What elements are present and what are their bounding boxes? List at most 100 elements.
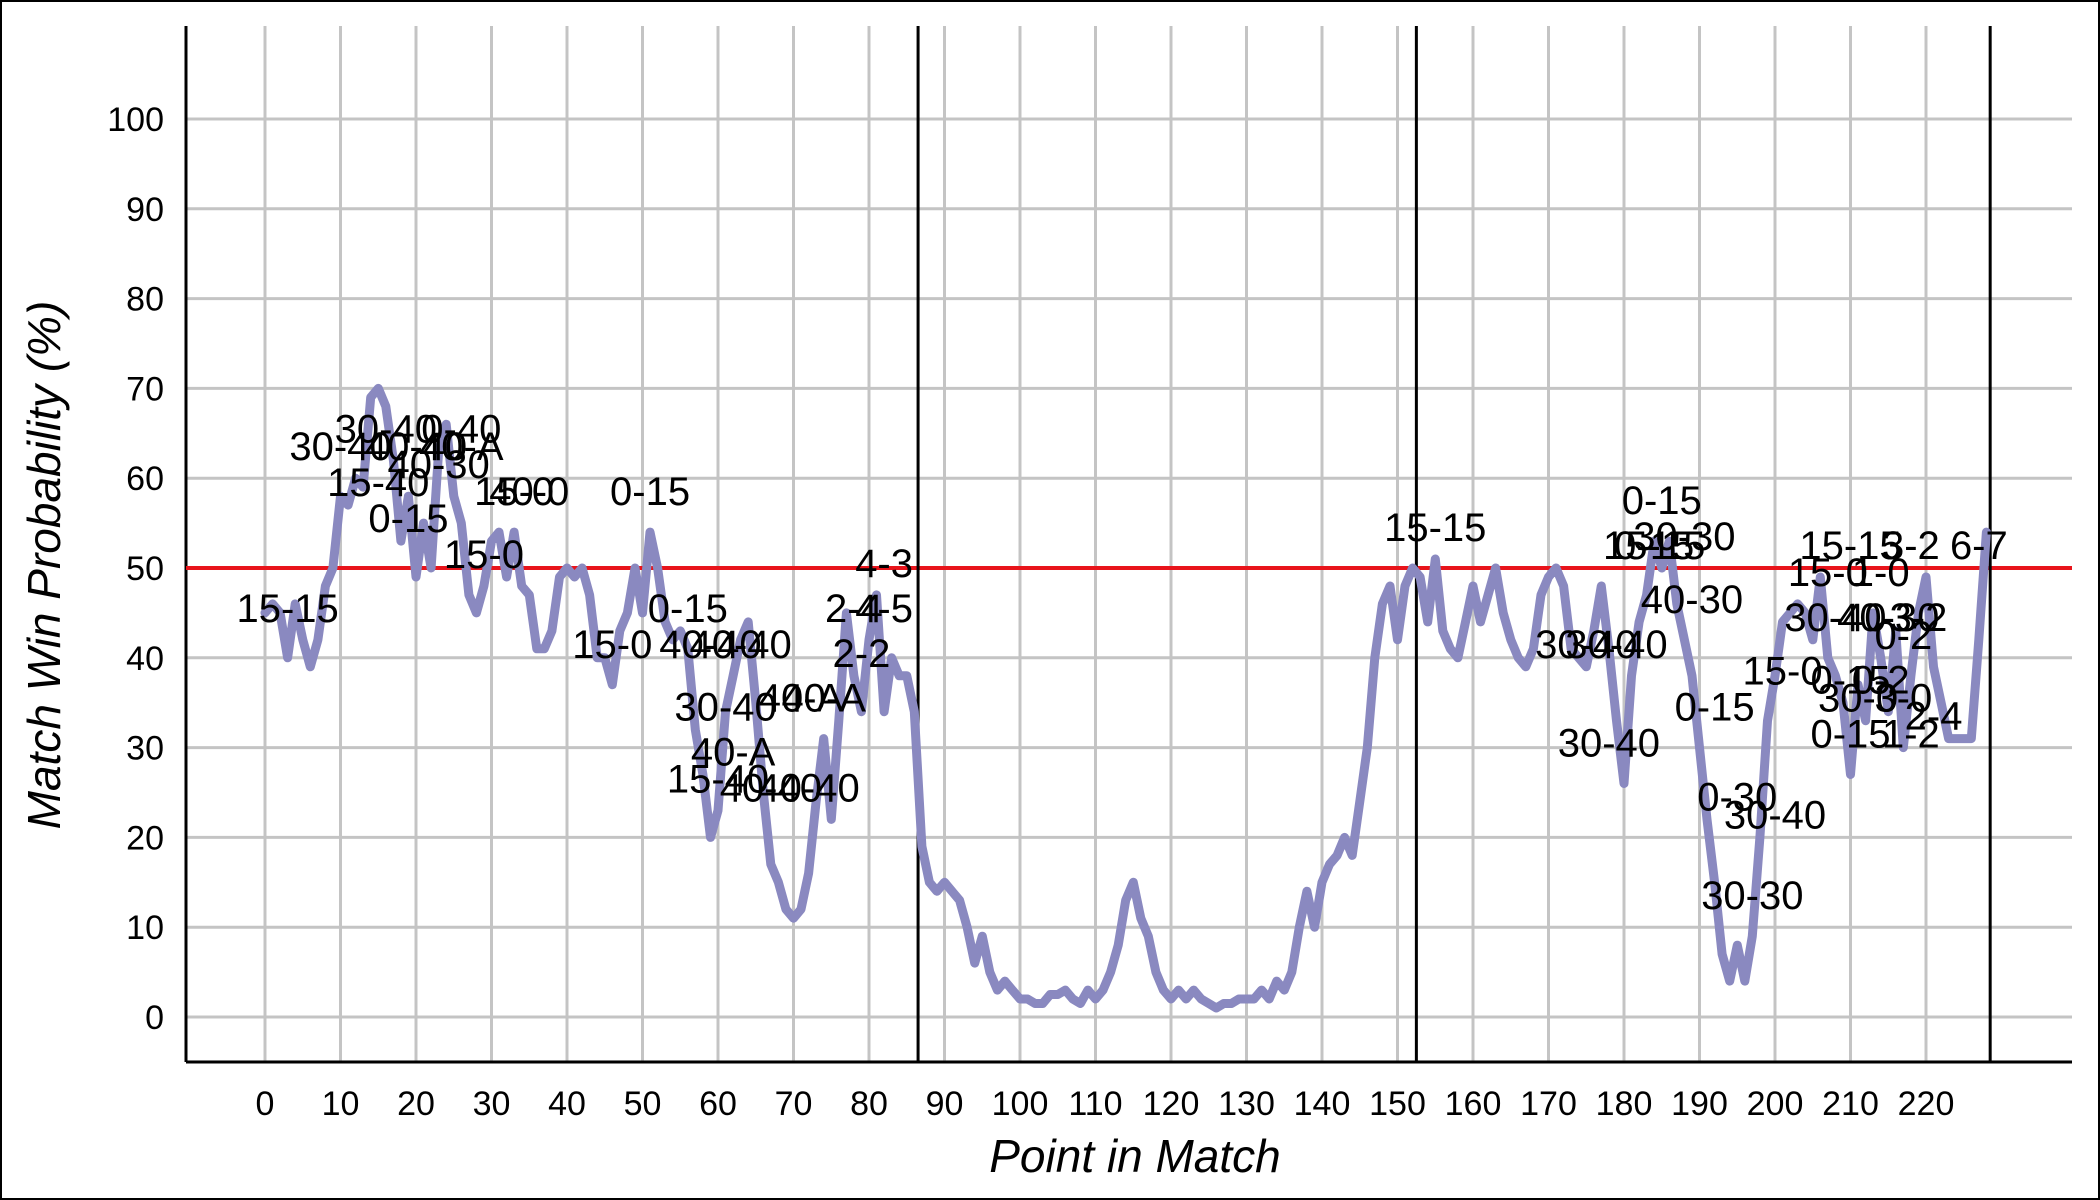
score-annotation: 15-0	[572, 623, 652, 667]
x-axis-title: Point in Match	[989, 1130, 1280, 1182]
score-annotation: 0-15	[610, 470, 690, 514]
score-annotation: 30-40	[1724, 793, 1826, 837]
score-annotation: 30-40	[289, 425, 391, 469]
score-annotation: 30-0	[1818, 677, 1898, 721]
y-tick-label: 50	[126, 550, 164, 588]
axes-frame	[184, 26, 2072, 1064]
x-tick-label: 100	[992, 1085, 1049, 1123]
score-annotation: 15-0	[1788, 551, 1868, 595]
score-annotation: 30-40	[335, 407, 437, 451]
x-tick-label: 200	[1747, 1085, 1804, 1123]
score-annotation: 0-15	[1810, 713, 1890, 757]
tick-labels: 0 10 20 30 40 50 60 70 80 90 100 110 120 130 140 150 160…	[107, 101, 1954, 1123]
series-layer	[260, 383, 1991, 1013]
score-annotation: 2-4	[825, 587, 883, 631]
score-annotation: 15-0	[474, 470, 554, 514]
score-annotation: 2-2	[833, 632, 891, 676]
score-annotation: 40-30	[1837, 596, 1939, 640]
x-tick-label: 10	[322, 1085, 360, 1123]
score-annotation: 1-0	[1852, 551, 1910, 595]
score-annotation: 40-A	[691, 731, 776, 775]
x-tick-label: 170	[1520, 1085, 1577, 1123]
score-annotation: 3-2	[1882, 524, 1940, 568]
x-tick-label: 70	[775, 1085, 813, 1123]
x-tick-label: 120	[1143, 1085, 1200, 1123]
y-tick-label: 40	[126, 640, 164, 678]
x-tick-label: 30	[473, 1085, 511, 1123]
score-annotation: 0-15	[368, 497, 448, 541]
score-annotation: 40-A	[781, 677, 866, 721]
x-tick-label: 180	[1596, 1085, 1653, 1123]
x-tick-label: 110	[1068, 1085, 1122, 1123]
y-axis-title: Match Win Probability (%)	[18, 301, 70, 830]
score-annotation: 6-7	[1950, 524, 2008, 568]
y-tick-label: 60	[126, 460, 164, 498]
score-annotation: 30-30	[1633, 515, 1735, 559]
score-annotation: 40-40	[659, 623, 761, 667]
score-annotation: 30-40	[1565, 623, 1667, 667]
score-annotation: 4-5	[855, 587, 913, 631]
score-annotation: 0-30	[1697, 775, 1777, 819]
score-annotation: 15-0	[444, 533, 524, 577]
x-tick-label: 220	[1898, 1085, 1955, 1123]
score-annotation: 0-15	[1675, 686, 1755, 730]
score-annotation: 30-40	[674, 686, 776, 730]
score-annotation: 0-2	[1874, 614, 1932, 658]
x-tick-label: 90	[926, 1085, 964, 1123]
score-annotation: 0-15	[1810, 659, 1890, 703]
score-annotation: 0-40	[421, 407, 501, 451]
score-annotation: 40-30	[387, 443, 489, 487]
score-annotation: 1-2	[1882, 713, 1940, 757]
score-annotation: 0-15	[1622, 479, 1702, 523]
score-annotation: 40-A	[759, 677, 844, 721]
y-tick-label: 10	[126, 909, 164, 947]
x-tick-label: 210	[1822, 1085, 1879, 1123]
y-tick-label: 100	[107, 101, 164, 139]
score-annotation: 40-A	[419, 425, 504, 469]
score-annotation: 0-2	[1852, 659, 1910, 703]
score-annotation: 0-15	[1614, 524, 1694, 568]
score-annotation: 40-40	[689, 623, 791, 667]
x-tick-label: 140	[1294, 1085, 1351, 1123]
score-annotation: 15-40	[667, 758, 769, 802]
score-annotation: 30-40	[1784, 596, 1886, 640]
score-annotation: 15-15	[1384, 506, 1486, 550]
score-annotation: 40-30	[1641, 578, 1743, 622]
y-tick-label: 70	[126, 370, 164, 408]
score-annotation: 2-4	[1905, 695, 1963, 739]
score-annotation: 40-40	[365, 425, 467, 469]
y-tick-label: 30	[126, 730, 164, 768]
annotations: 15-1530-4030-4015-400-1540-4040-3015-00-…	[236, 407, 2007, 918]
score-annotation: 15-40	[327, 461, 429, 505]
score-annotation: 30-40	[1558, 722, 1660, 766]
score-annotation: 30-30	[1701, 874, 1803, 918]
score-annotation: 0-15	[648, 587, 728, 631]
x-tick-label: 150	[1369, 1085, 1426, 1123]
score-annotation: 15-15	[1603, 524, 1705, 568]
score-annotation: 40-40	[757, 766, 859, 810]
reference-lines	[186, 26, 2072, 1062]
x-tick-label: 0	[256, 1085, 275, 1123]
score-annotation: 4-3	[855, 542, 913, 586]
score-annotation: 15-15	[236, 587, 338, 631]
x-tick-label: 190	[1671, 1085, 1728, 1123]
score-annotation: 30-40	[1535, 623, 1637, 667]
score-annotation: 40-0	[489, 470, 569, 514]
x-tick-label: 40	[548, 1085, 586, 1123]
score-annotation: 15-0	[1743, 650, 1823, 694]
score-annotation: 15-15	[1799, 524, 1901, 568]
y-tick-label: 90	[126, 191, 164, 229]
y-tick-label: 0	[145, 999, 164, 1037]
score-annotation: 3-0	[1874, 677, 1932, 721]
x-tick-label: 80	[850, 1085, 888, 1123]
series-line	[260, 383, 1991, 1013]
x-tick-label: 160	[1445, 1085, 1502, 1123]
score-annotation: 40-40	[720, 766, 822, 810]
x-tick-label: 60	[699, 1085, 737, 1123]
x-tick-label: 20	[397, 1085, 435, 1123]
y-tick-label: 20	[126, 819, 164, 857]
score-annotation: 3-2	[1890, 596, 1948, 640]
y-tick-label: 80	[126, 281, 164, 319]
